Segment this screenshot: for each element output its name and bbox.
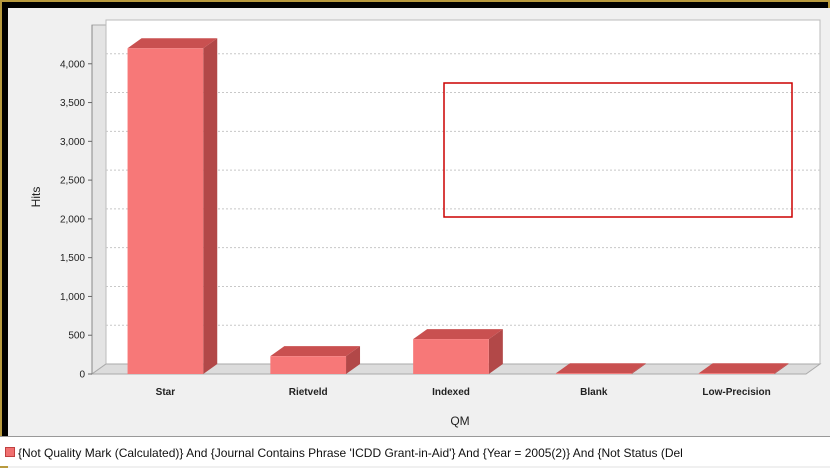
bar xyxy=(127,38,218,375)
plot-area xyxy=(90,19,822,375)
x-tick-label: Indexed xyxy=(432,387,470,398)
bar-side xyxy=(631,363,646,374)
legend-series-label: {Not Quality Mark (Calculated)} And {Jou… xyxy=(18,446,683,460)
grid-lines xyxy=(106,53,820,326)
bar-side xyxy=(488,329,503,374)
bars xyxy=(127,38,789,375)
y-axis: 0 500 1,000 1,500 2,000 2,500 3,000 3,500 4,000 xyxy=(60,25,93,381)
x-tick-label: Blank xyxy=(580,387,608,398)
x-axis: Star Rietveld Indexed Blank Low-Precision xyxy=(156,387,771,398)
bar-side xyxy=(203,38,218,375)
bar-top xyxy=(413,329,503,340)
bar-side xyxy=(346,346,361,374)
y-tick-label: 0 xyxy=(79,370,85,381)
bar-front xyxy=(555,373,632,374)
bar-front xyxy=(413,339,489,374)
y-axis-title: Hits xyxy=(29,187,43,208)
bar xyxy=(555,363,646,374)
bar-front xyxy=(127,48,204,375)
x-tick-label: Low-Precision xyxy=(702,387,770,398)
bar-top xyxy=(270,346,361,357)
highlight-box xyxy=(443,82,793,218)
legend: {Not Quality Mark (Calculated)} And {Jou… xyxy=(0,436,830,466)
y-tick-label: 2,500 xyxy=(60,176,85,187)
bar-top xyxy=(127,38,218,49)
y-tick-label: 3,500 xyxy=(60,98,85,109)
x-tick-label: Rietveld xyxy=(289,387,328,398)
y-tick-label: 1,500 xyxy=(60,253,85,264)
bar-side xyxy=(774,363,789,374)
y-tick-label: 4,000 xyxy=(60,59,85,70)
bar-top xyxy=(698,363,789,374)
bar-top xyxy=(555,363,646,374)
plot-back-wall xyxy=(105,19,821,365)
bar xyxy=(413,329,503,374)
y-tick-label: 3,000 xyxy=(60,137,85,148)
bar-front xyxy=(270,356,347,374)
legend-swatch xyxy=(5,447,15,457)
bar xyxy=(698,363,789,374)
bar xyxy=(270,346,361,374)
plot-left-wall xyxy=(91,24,107,375)
bar-front xyxy=(698,373,775,374)
x-tick-label: Star xyxy=(156,387,176,398)
x-axis-title: QM xyxy=(450,414,469,428)
y-tick-label: 500 xyxy=(68,331,85,342)
y-tick-label: 2,000 xyxy=(60,214,85,225)
y-tick-label: 1,000 xyxy=(60,292,85,303)
